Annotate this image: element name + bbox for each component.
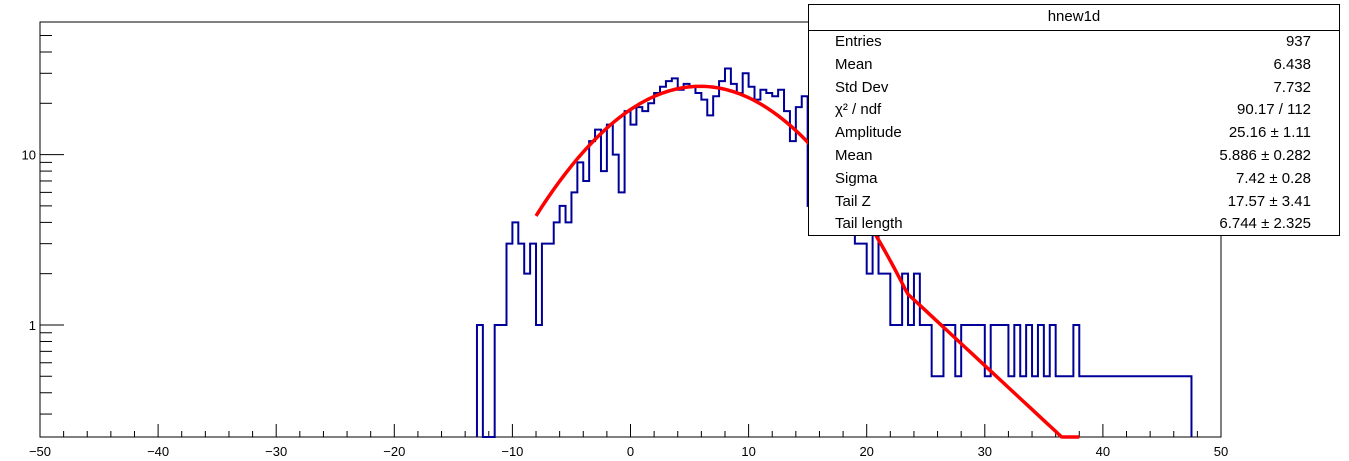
stats-row: Std Dev 7.732 [809,77,1339,100]
stats-row-value: 90.17 / 112 [1237,101,1311,119]
stats-box: hnew1d Entries 937 Mean 6.438 Std Dev 7.732 χ²… [808,4,1340,236]
stats-rows: Entries 937 Mean 6.438 Std Dev 7.732 χ² / ndf 9… [809,31,1339,236]
stats-row-label: Std Dev [835,78,889,96]
x-tick-label: −10 [501,444,523,459]
stats-row-value: 17.57 ± 3.41 [1227,192,1311,210]
x-tick-label: 50 [1214,444,1228,459]
stats-row-label: Sigma [835,169,878,187]
x-tick-label: 10 [741,444,755,459]
stats-row: Mean 6.438 [809,54,1339,77]
stats-row-label: χ² / ndf [835,101,882,119]
stats-row-value: 25.16 ± 1.11 [1228,124,1311,142]
x-tick-label: −30 [265,444,287,459]
stats-row-label: Mean [835,55,873,73]
stats-row-value: 5.886 ± 0.282 [1219,146,1311,164]
stats-row: Tail length 6.744 ± 2.325 [809,213,1339,236]
stats-row: Amplitude 25.16 ± 1.11 [809,122,1339,145]
stats-row-value: 7.42 ± 0.28 [1236,169,1311,187]
stats-row-label: Tail length [835,215,903,233]
stats-row-label: Amplitude [835,124,902,142]
stats-row: Sigma 7.42 ± 0.28 [809,168,1339,191]
y-tick-label: 1 [29,318,36,333]
x-tick-label: −40 [147,444,169,459]
stats-row: χ² / ndf 90.17 / 112 [809,99,1339,122]
fit-curve [534,84,1080,439]
stats-row-value: 937 [1285,33,1311,50]
stats-row: Entries 937 [809,31,1339,54]
y-tick-label: 10 [22,148,36,163]
x-tick-label: 30 [978,444,992,459]
x-tick-label: 0 [627,444,634,459]
x-tick-label: 40 [1096,444,1110,459]
stats-row-value: 6.438 [1273,55,1311,73]
stats-row-label: Mean [835,146,873,164]
stats-row: Mean 5.886 ± 0.282 [809,145,1339,168]
stats-row-value: 6.744 ± 2.325 [1219,215,1311,233]
x-tick-label: 20 [859,444,873,459]
stats-row: Tail Z 17.57 ± 3.41 [809,191,1339,214]
x-tick-label: −20 [383,444,405,459]
stats-title: hnew1d [809,5,1339,31]
stats-row-label: Tail Z [835,192,871,210]
y-axis: 1 10 [22,34,64,415]
histogram-outline [475,67,1193,438]
x-axis: −50 −40 −30 −20 −10 0 10 20 30 40 50 [29,424,1228,459]
stats-row-label: Entries [835,33,882,50]
x-tick-label: −50 [29,444,51,459]
stats-row-value: 7.732 [1273,78,1311,96]
